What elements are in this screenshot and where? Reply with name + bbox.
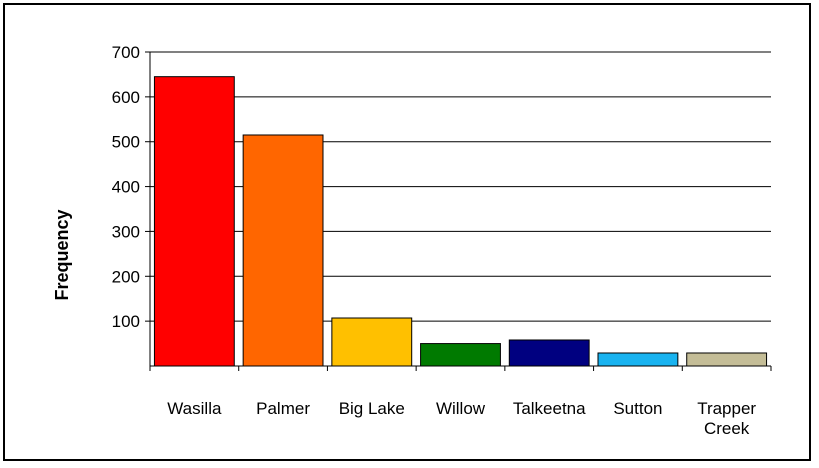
y-tick-label: 300 bbox=[112, 222, 140, 241]
y-tick-label: 500 bbox=[112, 133, 140, 152]
x-tick-label-line: Wasilla bbox=[167, 399, 222, 418]
bars bbox=[153, 76, 768, 367]
x-tick-label: Willow bbox=[436, 399, 486, 418]
chart-frame bbox=[3, 3, 811, 461]
y-tick-labels: 100 200 300 400 500 600 700 bbox=[112, 43, 140, 331]
x-tick-label-line: Talkeetna bbox=[513, 399, 586, 418]
x-tick-label: Palmer bbox=[256, 399, 310, 418]
y-tick-label: 100 bbox=[112, 312, 140, 331]
bar bbox=[597, 352, 679, 367]
x-tick-label-line: Creek bbox=[704, 419, 750, 438]
y-tick-label: 600 bbox=[112, 88, 140, 107]
bar bbox=[508, 339, 590, 367]
bar bbox=[242, 134, 324, 367]
bar bbox=[686, 352, 768, 367]
y-tick-label: 200 bbox=[112, 267, 140, 286]
bar bbox=[153, 76, 235, 367]
x-tick-label: Big Lake bbox=[339, 399, 405, 418]
y-tick-label: 400 bbox=[112, 178, 140, 197]
x-tick-label-line: Willow bbox=[436, 399, 486, 418]
x-tick-label-line: Trapper bbox=[697, 399, 756, 418]
bar bbox=[331, 317, 413, 367]
x-tick-label: Talkeetna bbox=[513, 399, 586, 418]
x-tick-label: Trapper Creek bbox=[697, 399, 756, 438]
x-tick-label: Wasilla bbox=[167, 399, 222, 418]
y-tick-label: 700 bbox=[112, 43, 140, 62]
axes bbox=[145, 51, 772, 371]
bar bbox=[420, 343, 501, 367]
x-tick-label: Sutton bbox=[613, 399, 662, 418]
x-tick-labels: Wasilla Palmer Big Lake Willow Talkeetna Sutt… bbox=[167, 399, 756, 438]
x-tick-label-line: Sutton bbox=[613, 399, 662, 418]
x-tick-label-line: Big Lake bbox=[339, 399, 405, 418]
x-tick-label-line: Palmer bbox=[256, 399, 310, 418]
y-axis-label: Frequency bbox=[52, 209, 72, 300]
